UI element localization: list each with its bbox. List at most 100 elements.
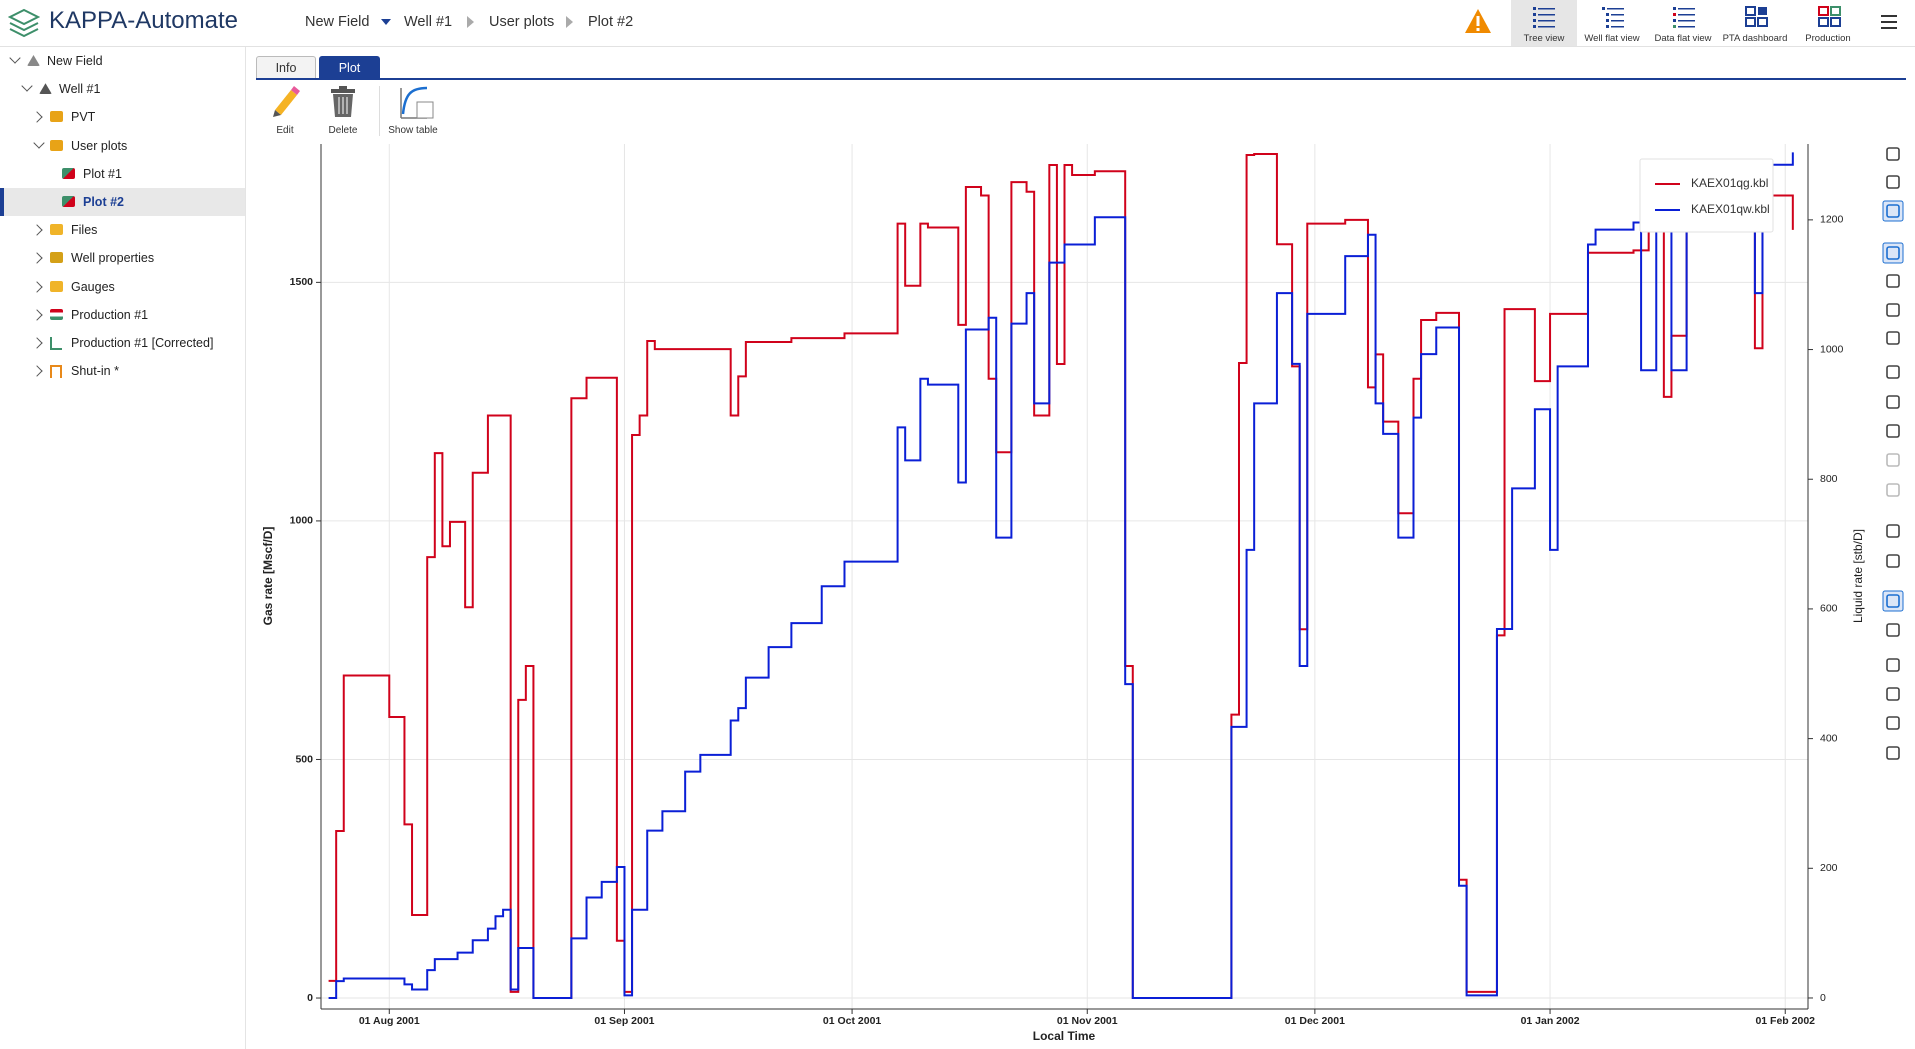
tree-icon (50, 252, 63, 264)
tree-item[interactable]: New Field (0, 47, 245, 75)
tree-icon (50, 336, 62, 350)
tree-icon (62, 195, 75, 207)
tool-button (1883, 551, 1903, 571)
menu-button[interactable] (1881, 14, 1899, 30)
legend: KAEX01qg.kbl KAEX01qw.kbl (1639, 158, 1774, 233)
tree-icon (50, 308, 63, 320)
tool-icon[interactable] (1886, 623, 1900, 637)
plot-tools (1882, 147, 1904, 760)
chevron[interactable] (31, 309, 43, 321)
view-label: PTA dashboard (1722, 33, 1788, 44)
tree-label: Gauges (71, 279, 115, 294)
tool-icon[interactable] (1886, 554, 1900, 568)
view-button[interactable]: Tree view (1511, 0, 1577, 46)
y-tick-label: 0 (307, 992, 313, 1004)
tab[interactable]: Info (256, 56, 316, 79)
tool-icon[interactable] (1886, 424, 1900, 438)
tree-item[interactable]: Plot #2 (0, 187, 245, 217)
tool-icon[interactable] (1886, 687, 1900, 701)
tool-icon[interactable] (1886, 303, 1900, 317)
tool-button (1883, 450, 1903, 470)
breadcrumb-item[interactable]: User plots (489, 14, 555, 30)
tool-icon[interactable] (1886, 453, 1900, 467)
tree-label: Plot #1 (83, 166, 122, 181)
view-icon (1818, 6, 1841, 27)
tool-button (1883, 521, 1903, 541)
tree-item[interactable]: Files (0, 216, 245, 244)
tool-icon[interactable] (1886, 175, 1900, 189)
tree-item[interactable]: Plot #1 (0, 160, 245, 188)
tab[interactable]: Plot (319, 56, 380, 79)
tree-item[interactable]: Production #1 [Corrected] (0, 329, 245, 357)
tool-button (1882, 590, 1904, 612)
toolbar-separator (379, 86, 380, 136)
breadcrumb-separator (467, 16, 474, 28)
y-tick-label: 1500 (290, 276, 314, 288)
tool-icon[interactable] (1886, 365, 1900, 379)
tool-icon[interactable] (1886, 246, 1900, 260)
view-button[interactable]: Production (1796, 0, 1860, 46)
chevron[interactable] (31, 337, 43, 349)
tree-icon (50, 280, 63, 292)
tool-icon[interactable] (1886, 204, 1900, 218)
view-icon (1673, 7, 1695, 28)
app-title[interactable]: KAPPA-Automate (49, 7, 238, 34)
tree-item[interactable]: Well properties (0, 244, 245, 272)
tool-icon[interactable] (1886, 147, 1900, 161)
chevron[interactable] (31, 111, 43, 124)
tool-icon[interactable] (1886, 524, 1900, 538)
breadcrumb-item[interactable]: Plot #2 (588, 14, 634, 30)
chevron[interactable] (33, 136, 45, 149)
view-button[interactable]: Well flat view (1580, 0, 1644, 46)
view-button[interactable]: PTA dashboard (1723, 0, 1787, 46)
chevron[interactable] (31, 224, 43, 236)
view-label: Well flat view (1584, 33, 1640, 44)
legend-box (1639, 158, 1774, 233)
tool-icon[interactable] (1886, 658, 1900, 672)
chevron[interactable] (21, 80, 33, 92)
tool-icon[interactable] (1886, 594, 1900, 608)
view-button[interactable]: Data flat view (1651, 0, 1715, 46)
tool-icon[interactable] (1886, 746, 1900, 760)
top-bar: KAPPA-Automate New Field Well #1 User pl… (0, 0, 1915, 47)
dropdown-arrow[interactable] (381, 19, 391, 25)
breadcrumb-separator (566, 16, 573, 28)
warning-icon[interactable] (1464, 8, 1492, 34)
view-icon (1745, 6, 1768, 27)
x-tick-label: 01 Dec 2001 (1285, 1015, 1345, 1027)
legend-label: KAEX01qw.kbl (1691, 202, 1770, 216)
tool-icon[interactable] (1886, 395, 1900, 409)
chevron[interactable] (31, 252, 43, 264)
tool-icon[interactable] (1886, 716, 1900, 730)
tool-icon[interactable] (1886, 331, 1900, 345)
tool-button (1883, 362, 1903, 382)
view-icon (1533, 7, 1555, 28)
view-label: Data flat view (1654, 33, 1712, 44)
tool-icon[interactable] (1886, 483, 1900, 497)
tree-label: Well properties (71, 251, 155, 266)
tree-label: Plot #2 (83, 194, 124, 209)
tree-item[interactable]: Gauges (0, 273, 245, 301)
y2-tick-label: 1000 (1820, 343, 1844, 355)
legend-label: KAEX01qg.kbl (1691, 176, 1768, 190)
chevron[interactable] (31, 280, 43, 293)
chevron[interactable] (9, 52, 21, 64)
tree-item[interactable]: PVT (0, 103, 245, 131)
tree-item[interactable]: User plots (0, 132, 245, 160)
chevron[interactable] (31, 365, 43, 377)
tool-button (1882, 200, 1904, 222)
breadcrumb-item[interactable]: Well #1 (404, 14, 453, 30)
tool-button (1883, 300, 1903, 320)
tree-item[interactable]: Shut-in * (0, 357, 245, 385)
view-label: Production (1805, 33, 1851, 44)
breadcrumb-item[interactable]: New Field (305, 14, 370, 30)
tree-item[interactable]: Well #1 (0, 75, 245, 103)
tree-item[interactable]: Production #1 (0, 301, 245, 329)
tool-icon[interactable] (1886, 274, 1900, 288)
tool-button (1883, 655, 1903, 675)
tab-underline (256, 78, 1906, 80)
edit-icon (273, 86, 300, 117)
app-logo (8, 8, 40, 38)
y2-tick-label: 1200 (1820, 214, 1844, 226)
y2-tick-label: 0 (1820, 992, 1826, 1004)
